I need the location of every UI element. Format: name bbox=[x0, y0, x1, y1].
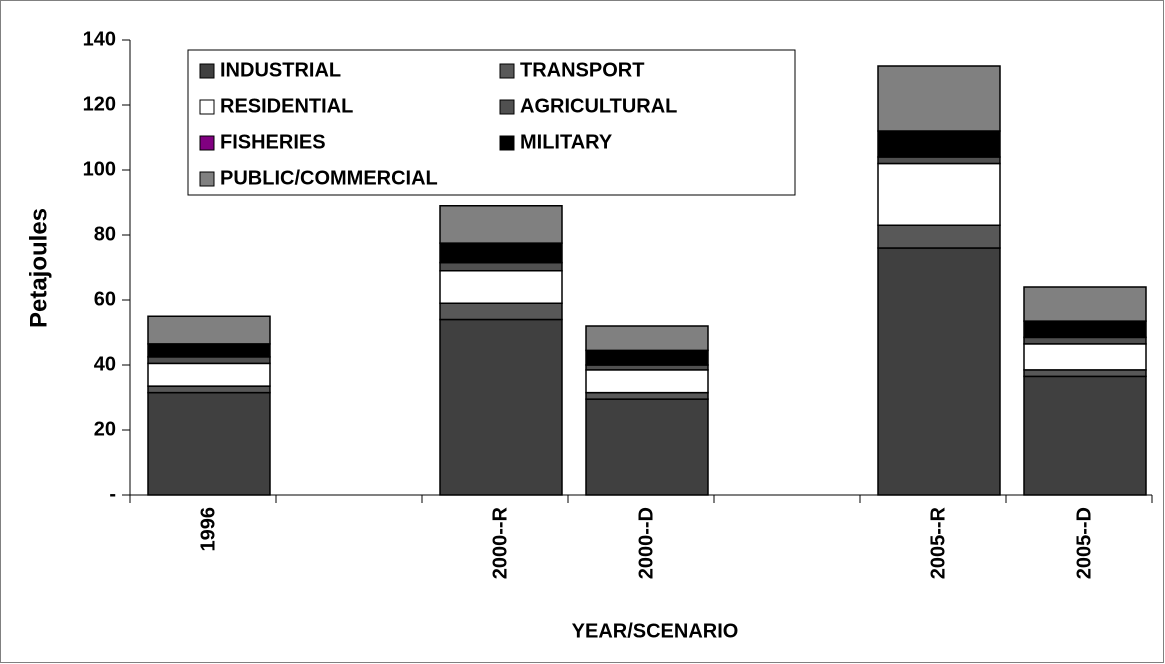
bar-segment bbox=[147, 391, 271, 496]
legend-label: INDUSTRIAL bbox=[220, 59, 341, 81]
legend-label: MILITARY bbox=[520, 131, 613, 153]
bar-segment bbox=[1023, 375, 1147, 496]
legend-swatch bbox=[499, 63, 515, 79]
bar-segment bbox=[1023, 369, 1147, 378]
y-axis-title: Petajoules bbox=[25, 208, 52, 328]
bar-segment bbox=[585, 369, 709, 394]
legend-swatch bbox=[199, 171, 215, 187]
bar-segment bbox=[585, 325, 709, 352]
bar-segment bbox=[585, 349, 709, 366]
bar-segment bbox=[1023, 286, 1147, 322]
x-tick-label: 2000--D bbox=[635, 507, 657, 579]
y-tick-label: 20 bbox=[94, 418, 116, 440]
y-tick-label: - bbox=[109, 483, 116, 505]
x-tick-label: 2005--D bbox=[1073, 507, 1095, 579]
bar-segment bbox=[439, 261, 563, 272]
bar-segment bbox=[439, 302, 563, 321]
bar-segment bbox=[1023, 320, 1147, 339]
x-tick-label: 2005--R bbox=[927, 506, 949, 579]
y-tick-label: 60 bbox=[94, 288, 116, 310]
bar-segment bbox=[877, 65, 1001, 132]
bar-segment bbox=[1023, 336, 1147, 345]
bar-segment bbox=[877, 130, 1001, 158]
legend-label: AGRICULTURAL bbox=[520, 95, 677, 117]
bar-segment bbox=[1023, 343, 1147, 371]
bar-segment bbox=[147, 362, 271, 387]
legend-label: PUBLIC/COMMERCIAL bbox=[220, 167, 438, 189]
bar-segment bbox=[585, 391, 709, 400]
bar-segment bbox=[147, 385, 271, 394]
bar-segment bbox=[147, 356, 271, 365]
legend-label: FISHERIES bbox=[220, 131, 326, 153]
bar-segment bbox=[439, 318, 563, 496]
legend-swatch bbox=[199, 135, 215, 151]
bar-segment bbox=[877, 247, 1001, 496]
y-tick-label: 40 bbox=[94, 353, 116, 375]
y-tick-label: 80 bbox=[94, 223, 116, 245]
y-tick-label: 100 bbox=[83, 158, 116, 180]
legend-swatch bbox=[499, 99, 515, 115]
bar-segment bbox=[585, 398, 709, 496]
legend-swatch bbox=[199, 63, 215, 79]
legend-swatch bbox=[199, 99, 215, 115]
bar-segment bbox=[439, 205, 563, 244]
legend-swatch bbox=[499, 135, 515, 151]
bar-segment bbox=[877, 224, 1001, 249]
y-tick-label: 140 bbox=[83, 28, 116, 50]
bar-segment bbox=[439, 242, 563, 264]
x-tick-label: 2000--R bbox=[489, 506, 511, 579]
bar-segment bbox=[877, 162, 1001, 226]
y-tick-label: 120 bbox=[83, 93, 116, 115]
legend-box bbox=[187, 49, 796, 196]
bar-segment bbox=[147, 343, 271, 358]
legend-label: TRANSPORT bbox=[520, 59, 644, 81]
bar-segment bbox=[877, 156, 1001, 165]
x-tick-label: 1996 bbox=[197, 507, 219, 552]
bar-segment bbox=[439, 270, 563, 304]
legend-label: RESIDENTIAL bbox=[220, 95, 353, 117]
x-axis-title: YEAR/SCENARIO bbox=[572, 620, 739, 642]
bar-segment bbox=[147, 315, 271, 345]
